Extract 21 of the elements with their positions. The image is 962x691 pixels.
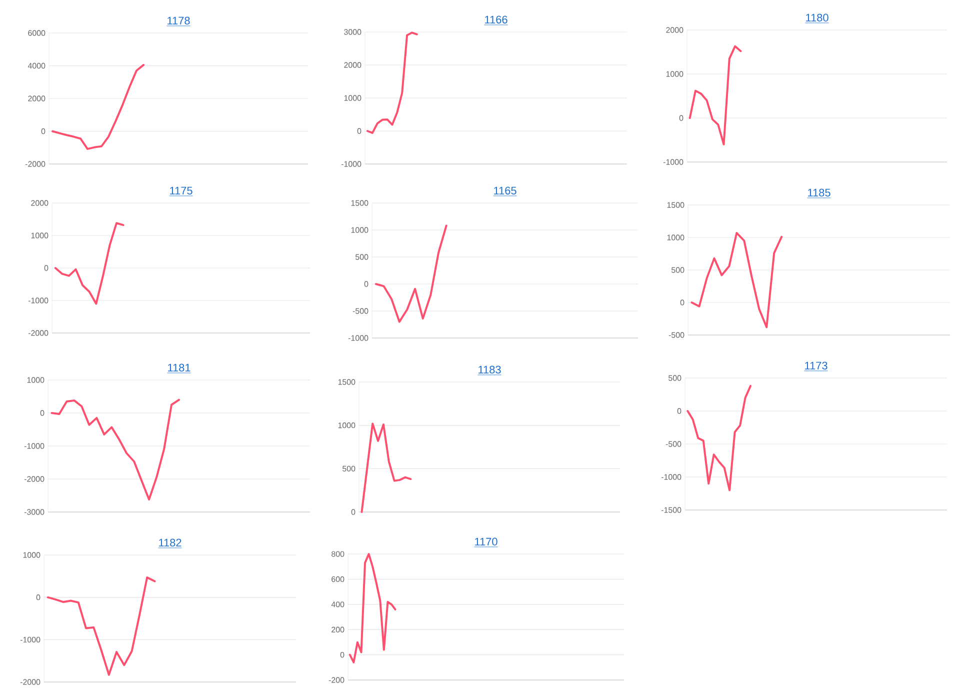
chart-title: 1182 xyxy=(159,538,182,547)
chart-title: 1178 xyxy=(168,16,190,25)
chart-title: 1185 xyxy=(808,188,830,197)
chart-title: 1181 xyxy=(168,364,190,372)
line-series xyxy=(688,45,742,146)
chart-title: 1183 xyxy=(478,366,501,374)
line-series xyxy=(366,32,418,134)
chart-title: 1180 xyxy=(806,14,828,22)
line-series xyxy=(52,64,144,150)
chart-title: 1165 xyxy=(494,186,516,195)
line-series xyxy=(50,398,180,500)
line-series xyxy=(686,384,752,492)
line-series xyxy=(348,553,396,664)
chart-title: 1175 xyxy=(170,186,192,195)
chart-title: 1170 xyxy=(475,538,498,546)
chart-title: 1173 xyxy=(805,362,828,370)
line-series xyxy=(374,224,448,323)
line-series xyxy=(54,222,124,305)
chart-title: 1166 xyxy=(485,16,508,24)
line-series xyxy=(46,576,156,676)
line-series xyxy=(690,232,783,328)
